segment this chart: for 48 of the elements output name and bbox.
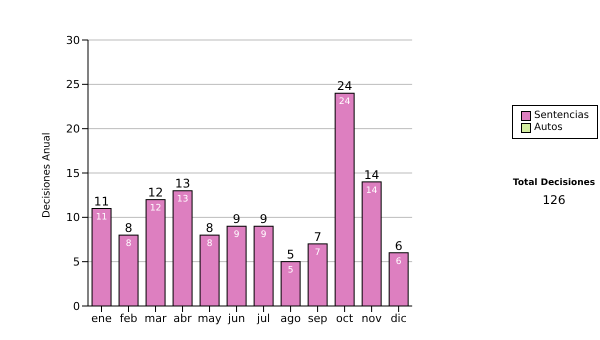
legend-label: Autos (534, 122, 563, 134)
total-label: 8 (124, 221, 132, 236)
x-tick-label: oct (336, 312, 354, 325)
total-label: 14 (364, 168, 380, 182)
total-label: 12 (148, 186, 164, 200)
y-tick-label: 0 (73, 300, 80, 313)
y-axis-title: Decisiones Anual (42, 132, 53, 218)
y-tick-label: 25 (66, 78, 80, 92)
y-tick-label: 5 (73, 256, 80, 269)
total-label: 24 (337, 79, 352, 94)
x-tick-label: dic (390, 312, 407, 325)
x-tick-label: may (198, 312, 222, 325)
text: 126 (542, 193, 566, 207)
total-label: 7 (314, 230, 322, 244)
x-tick-label: jun (227, 312, 246, 325)
data-label: 12 (150, 204, 162, 214)
x-tick-label: ago (280, 312, 302, 325)
y-tick-label: 15 (66, 166, 80, 180)
data-label: 6 (396, 256, 402, 267)
total-label: 6 (394, 238, 402, 253)
data-label: 14 (366, 186, 378, 196)
total-label: 11 (94, 194, 110, 208)
data-label: 8 (206, 239, 213, 250)
x-tick-label: abr (173, 312, 192, 325)
data-label: 7 (314, 248, 320, 258)
x-tick-label: jul (256, 312, 270, 325)
x-tick-label: nov (362, 312, 382, 325)
y-tick-label: 10 (66, 211, 80, 224)
data-label: 11 (96, 212, 108, 222)
total-label: 9 (260, 212, 268, 226)
data-label: 13 (176, 194, 188, 205)
x-tick-label: sep (308, 312, 328, 325)
total-label: 8 (206, 221, 214, 236)
data-label: 24 (338, 97, 351, 108)
data-label: 5 (288, 266, 294, 276)
x-tick-label: mar (144, 312, 167, 325)
data-label: 9 (260, 230, 267, 240)
legend-label: Sentencias (534, 110, 589, 122)
x-tick-label: ene (91, 312, 112, 325)
total-label: 9 (232, 212, 240, 226)
text: Total Decisiones (512, 178, 596, 188)
data-label: 9 (234, 230, 240, 240)
data-label: 8 (126, 239, 132, 250)
total-label: 5 (286, 248, 294, 262)
x-tick-label: feb (120, 312, 138, 325)
total-label: 13 (174, 176, 190, 191)
y-tick-label: 20 (66, 122, 80, 136)
y-tick-label: 30 (66, 34, 80, 47)
